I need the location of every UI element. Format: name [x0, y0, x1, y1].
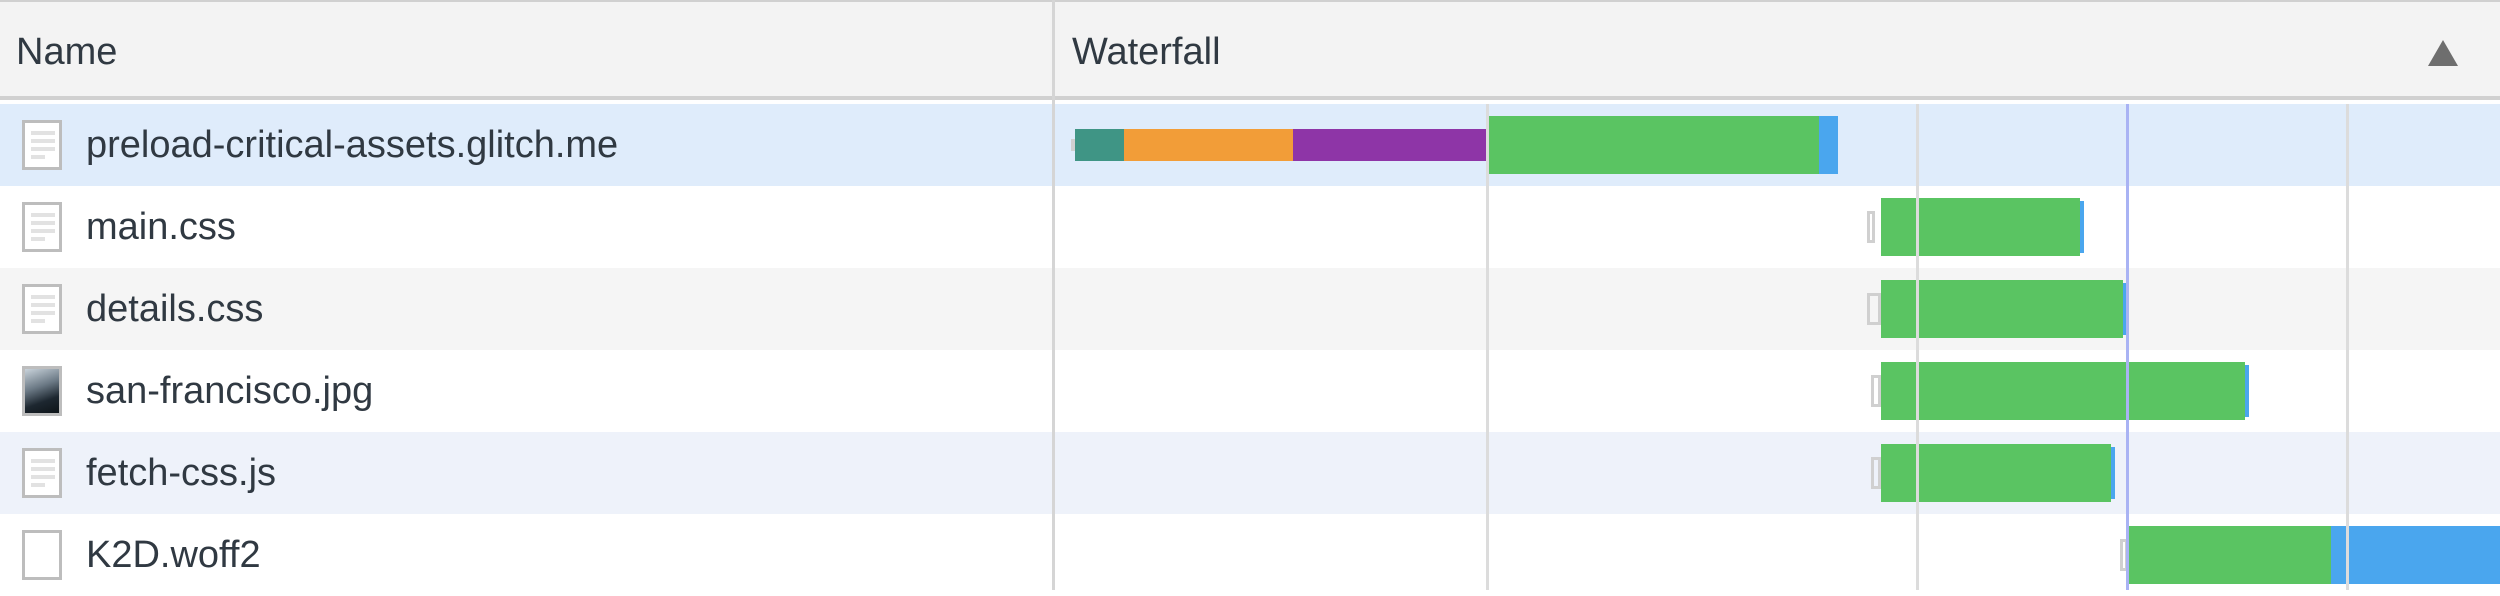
request-row[interactable]: main.css — [0, 186, 2500, 268]
waterfall-waiting-segment — [2128, 526, 2331, 584]
request-row[interactable]: fetch-css.js — [0, 432, 2500, 514]
document-icon — [22, 448, 62, 498]
waterfall-gridline — [1486, 104, 1489, 590]
waterfall-download-segment — [2245, 364, 2249, 418]
column-header-waterfall[interactable]: Waterfall — [1072, 31, 1221, 73]
request-name: K2D.woff2 — [86, 534, 261, 576]
request-name: san-francisco.jpg — [86, 370, 374, 412]
request-name: details.css — [86, 288, 264, 330]
waterfall-waiting-segment — [1881, 280, 2123, 338]
waterfall-waiting-segment — [1881, 444, 2111, 502]
request-row[interactable]: K2D.woff2 — [0, 514, 2500, 596]
table-header: Name Waterfall — [0, 0, 2500, 100]
waterfall-request-segment — [1293, 128, 1489, 162]
waterfall-queue-segment — [1871, 456, 1881, 490]
waterfall-queue-segment — [1867, 210, 1875, 244]
waterfall-download-segment — [2111, 446, 2115, 500]
document-icon — [22, 202, 62, 252]
blank-file-icon — [22, 530, 62, 580]
waterfall-queue-segment — [1871, 374, 1881, 408]
waterfall-download-segment — [1819, 116, 1838, 174]
column-divider[interactable] — [1052, 0, 1055, 590]
waterfall-download-segment — [2123, 282, 2127, 336]
request-name: main.css — [86, 206, 236, 248]
request-name: fetch-css.js — [86, 452, 277, 494]
waterfall-gridline — [1916, 104, 1919, 590]
waterfall-waiting-segment — [1489, 116, 1819, 174]
document-icon — [22, 120, 62, 170]
request-row[interactable]: preload-critical-assets.glitch.me — [0, 104, 2500, 186]
waterfall-download-segment — [2080, 200, 2084, 254]
request-name: preload-critical-assets.glitch.me — [86, 124, 619, 166]
waterfall-connect-segment — [1075, 128, 1124, 162]
request-row[interactable]: san-francisco.jpg — [0, 350, 2500, 432]
waterfall-gridline — [2346, 104, 2349, 590]
column-header-name[interactable]: Name — [16, 31, 118, 73]
dom-content-loaded-marker — [2126, 104, 2129, 590]
waterfall-waiting-segment — [1881, 198, 2080, 256]
sort-ascending-icon[interactable] — [2428, 40, 2458, 66]
waterfall-waiting-segment — [1881, 362, 2245, 420]
image-icon — [22, 366, 62, 416]
waterfall-ssl-segment — [1124, 128, 1293, 162]
document-icon — [22, 284, 62, 334]
request-row[interactable]: details.css — [0, 268, 2500, 350]
waterfall-queue-segment — [1867, 292, 1881, 326]
waterfall-download-segment — [2331, 526, 2500, 584]
